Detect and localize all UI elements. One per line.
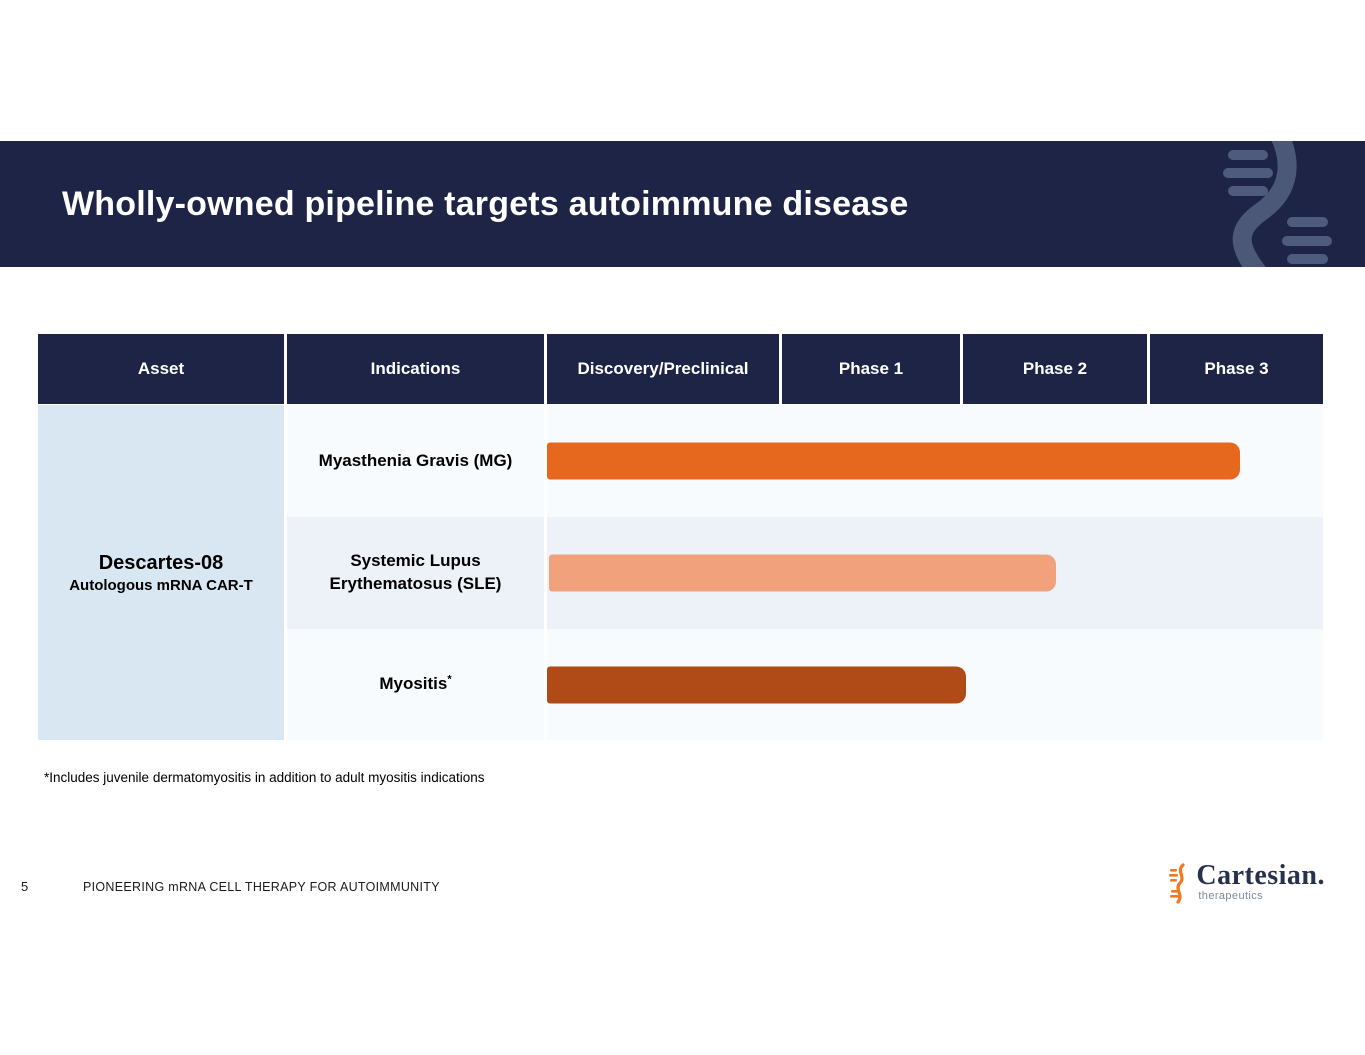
column-header-phase3: Phase 3: [1150, 334, 1323, 404]
column-header-indications: Indications: [287, 334, 544, 404]
indication-label: Systemic Lupus Erythematosus (SLE): [287, 517, 544, 629]
cartesian-dna-icon: [1169, 863, 1185, 904]
column-header-phase2: Phase 2: [963, 334, 1147, 404]
footnote: *Includes juvenile dermatomyositis in ad…: [44, 770, 485, 785]
pipeline-row-myositis: Myositis*: [287, 629, 1323, 740]
column-header-discovery: Discovery/Preclinical: [547, 334, 779, 404]
logo-wordmark: Cartesian.: [1196, 860, 1325, 891]
asset-cell-descartes-08: Descartes-08 Autologous mRNA CAR-T: [38, 405, 284, 740]
logo-text: Cartesian. therapeutics: [1196, 860, 1325, 903]
indication-label: Myasthenia Gravis (MG): [287, 405, 544, 517]
pipeline-bar-sle: [549, 554, 1056, 592]
slide-title: Wholly-owned pipeline targets autoimmune…: [62, 184, 909, 223]
pipeline-bar-mg: [547, 442, 1240, 480]
dna-strand-icon: [1223, 141, 1332, 267]
stage-track: [547, 405, 1323, 517]
column-header-phase1: Phase 1: [782, 334, 960, 404]
column-header-asset: Asset: [38, 334, 284, 404]
indication-label: Myositis*: [287, 629, 544, 740]
pipeline-table-body: Descartes-08 Autologous mRNA CAR-T Myast…: [38, 405, 1323, 740]
header-band: Wholly-owned pipeline targets autoimmune…: [0, 141, 1365, 267]
footer-tagline: PIONEERING mRNA CELL THERAPY FOR AUTOIMM…: [83, 880, 440, 894]
stage-track: [547, 517, 1323, 629]
pipeline-rows: Myasthenia Gravis (MG) Systemic Lupus Er…: [287, 405, 1323, 740]
stage-track: [547, 629, 1323, 740]
asset-description: Autologous mRNA CAR-T: [69, 576, 253, 594]
page-number: 5: [21, 879, 29, 894]
asset-name: Descartes-08: [98, 551, 224, 574]
pipeline-table-header: Asset Indications Discovery/Preclinical …: [38, 334, 1323, 404]
cartesian-logo: Cartesian. therapeutics: [1168, 862, 1325, 906]
pipeline-table: Asset Indications Discovery/Preclinical …: [38, 334, 1323, 740]
pipeline-row-mg: Myasthenia Gravis (MG): [287, 405, 1323, 517]
pipeline-bar-myositis: [547, 666, 967, 703]
logo-subtitle: therapeutics: [1198, 890, 1264, 902]
pipeline-row-sle: Systemic Lupus Erythematosus (SLE): [287, 517, 1323, 629]
